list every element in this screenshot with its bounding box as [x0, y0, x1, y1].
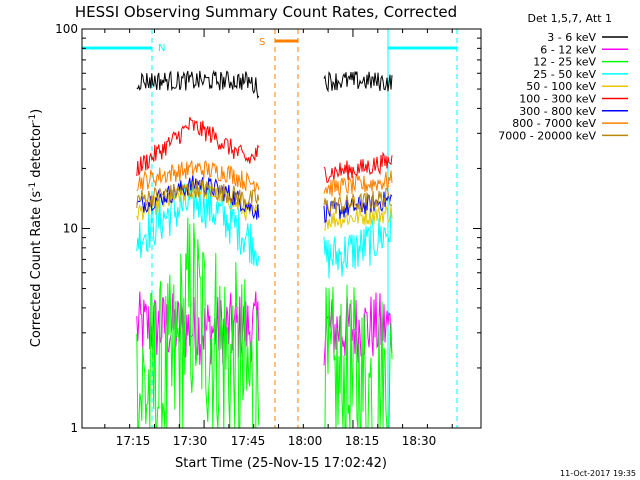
series-line-100-300-kev — [323, 151, 393, 184]
legend-entry-label: 300 - 800 keV — [519, 105, 596, 118]
legend-entry-label: 12 - 25 keV — [533, 56, 596, 69]
series-line-7000-20000-kev — [323, 187, 393, 214]
x-tick-label: 17:30 — [173, 434, 208, 448]
x-axis: 17:15 17:30 17:45 18:00 18:15 18:30 — [104, 29, 453, 448]
series-line-3-6-kev — [323, 71, 393, 93]
legend-entry-label: 50 - 100 keV — [526, 80, 596, 93]
legend-entry-label: 100 - 300 keV — [519, 93, 596, 106]
series-line-6-12-kev — [323, 292, 393, 366]
series-line-800-7000-kev — [323, 170, 393, 198]
series-line-50-100-kev — [323, 205, 393, 231]
x-tick-label: 18:00 — [288, 434, 323, 448]
y-axis: 1 10 100 — [55, 22, 481, 435]
x-tick-label: 18:30 — [402, 434, 437, 448]
legend-entry-label: 25 - 50 keV — [533, 68, 596, 81]
legend-entry-label: 7000 - 20000 keV — [498, 129, 596, 142]
series-line-25-50-kev — [323, 208, 393, 279]
legend-entry-label: 3 - 6 keV — [547, 31, 596, 44]
plot-frame — [81, 28, 482, 429]
y-axis-label: Corrected Count Rate (s-1 detector-1) — [28, 109, 44, 347]
saa-annotation: S — [259, 37, 265, 48]
legend-title: Det 1,5,7, Att 1 — [528, 12, 612, 25]
legend-entry-label: 800 - 7000 keV — [512, 117, 596, 130]
x-tick-label: 17:15 — [116, 434, 151, 448]
plot-area: NS — [82, 29, 458, 429]
y-tick-label: 1 — [70, 421, 78, 435]
y-tick-label: 100 — [55, 22, 78, 36]
series-line-100-300-kev — [136, 116, 260, 177]
x-tick-label: 17:45 — [231, 434, 266, 448]
night-annotation: N — [158, 43, 165, 54]
series-line-800-7000-kev — [136, 160, 260, 193]
x-tick-label: 18:15 — [345, 434, 380, 448]
series-line-7000-20000-kev — [136, 178, 260, 209]
series-line-3-6-kev — [136, 69, 260, 100]
render-timestamp: 11-Oct-2017 19:35 — [560, 469, 636, 478]
series-line-12-25-kev — [136, 217, 260, 429]
y-tick-label: 10 — [63, 222, 78, 236]
legend-entry-label: 6 - 12 keV — [540, 43, 596, 56]
x-axis-label: Start Time (25-Nov-15 17:02:42) — [175, 456, 387, 471]
chart-title: HESSI Observing Summary Count Rates, Cor… — [75, 3, 457, 21]
